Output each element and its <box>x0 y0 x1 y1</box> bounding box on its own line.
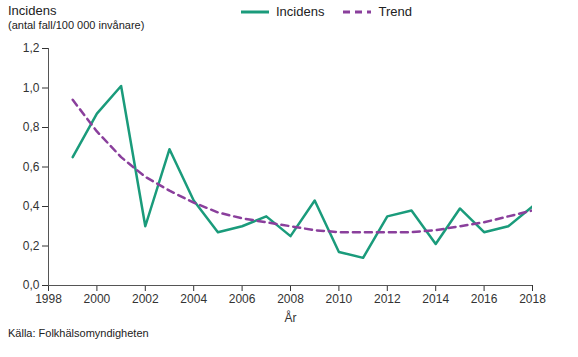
svg-text:0,8: 0,8 <box>23 120 40 134</box>
svg-text:0,0: 0,0 <box>23 278 40 292</box>
svg-text:2000: 2000 <box>84 292 111 306</box>
svg-text:2008: 2008 <box>277 292 304 306</box>
svg-text:2002: 2002 <box>132 292 159 306</box>
html-text:Källa: Folkhälsomyndigheten: Källa: Folkhälsomyndigheten <box>8 327 149 339</box>
html-text:Incidens: Incidens <box>276 4 325 19</box>
svg-text:2014: 2014 <box>422 292 449 306</box>
svg-text:1998: 1998 <box>35 292 62 306</box>
svg-text:0,4: 0,4 <box>23 199 40 213</box>
svg-text:2018: 2018 <box>519 292 546 306</box>
svg-text:1,2: 1,2 <box>23 41 40 55</box>
svg-text:2006: 2006 <box>229 292 256 306</box>
svg-text:2012: 2012 <box>374 292 401 306</box>
svg-text:År: År <box>285 310 297 325</box>
svg-text:2004: 2004 <box>180 292 207 306</box>
html-text:Trend: Trend <box>378 4 412 19</box>
svg-text:2010: 2010 <box>326 292 353 306</box>
html-text:Incidens: Incidens <box>8 3 57 18</box>
html-text:(antal fall/100 000 invånare): (antal fall/100 000 invånare) <box>8 19 145 31</box>
svg-text:1,0: 1,0 <box>23 81 40 95</box>
svg-text:0,2: 0,2 <box>23 239 40 253</box>
svg-text:2016: 2016 <box>471 292 498 306</box>
svg-text:0,6: 0,6 <box>23 160 40 174</box>
